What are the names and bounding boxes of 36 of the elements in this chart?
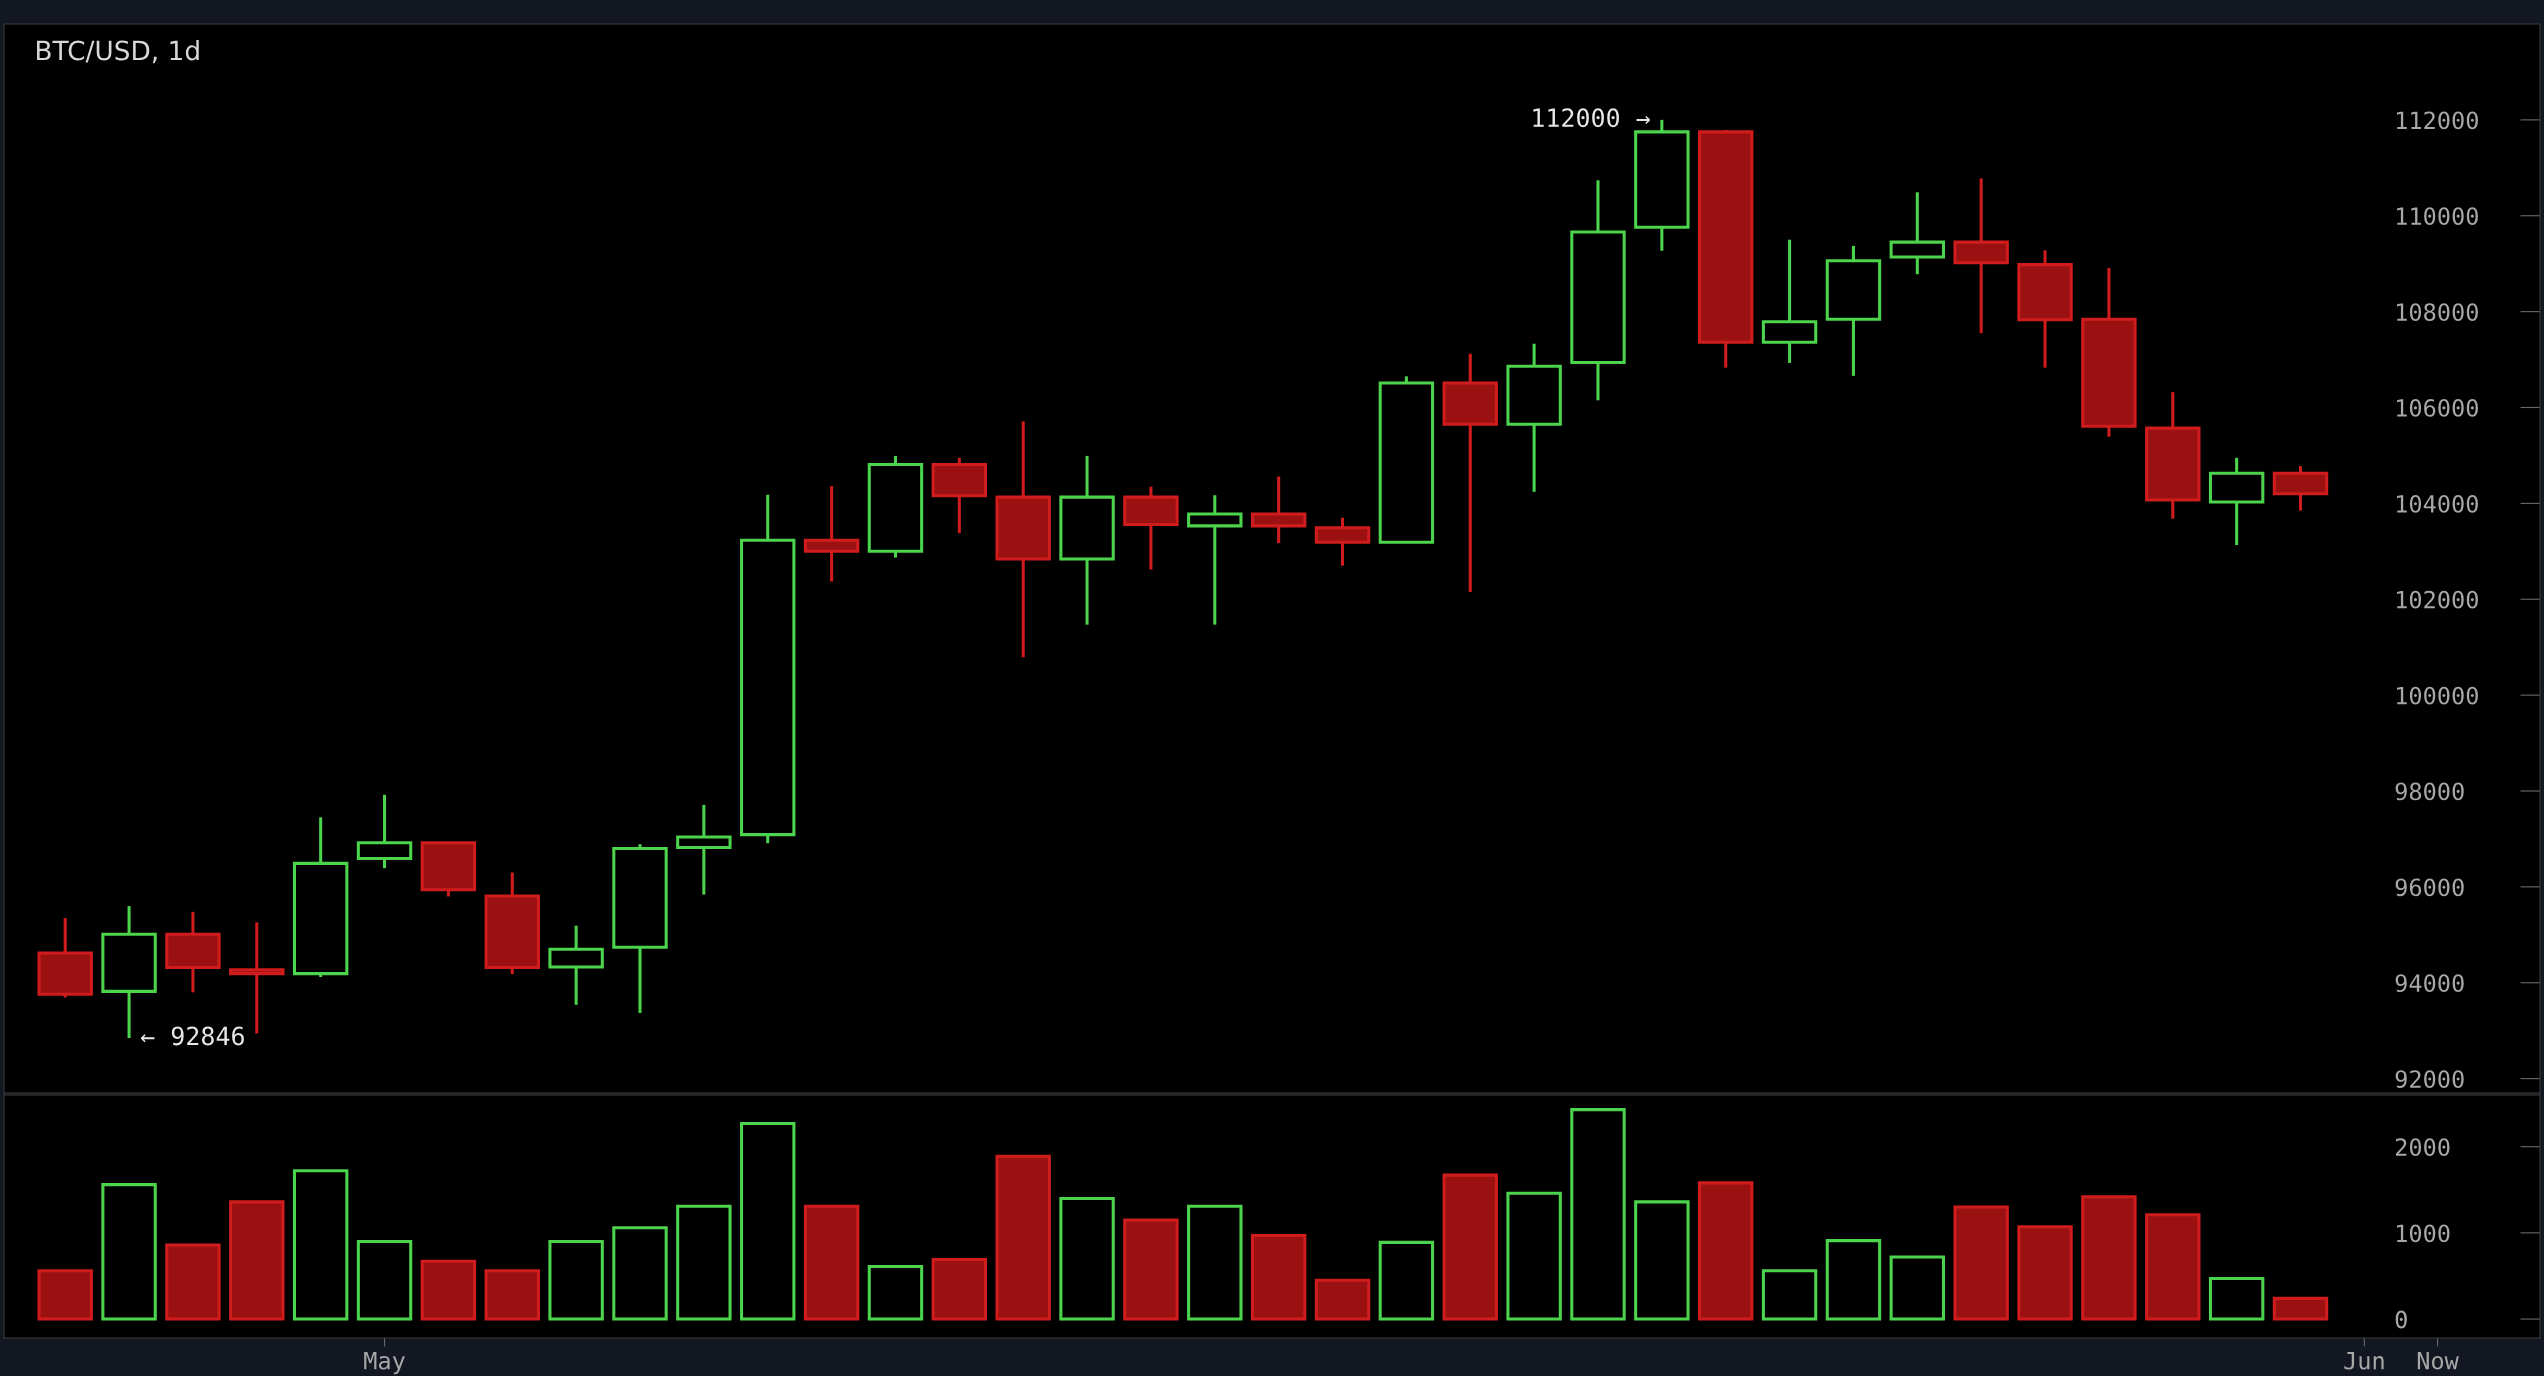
- y-tick-label: 112000: [2397, 111, 2478, 130]
- candlestick: [101, 906, 157, 1040]
- y-tick-label: 108000: [2397, 303, 2478, 321]
- y-tick-label: 104000: [2397, 494, 2478, 513]
- y-tick-label: 1000: [2397, 1224, 2450, 1243]
- y-tick-label: 106000: [2397, 399, 2478, 417]
- y-tick-label: 92000: [2395, 1070, 2464, 1088]
- candlestick: [1761, 239, 1818, 363]
- candlestick: [1570, 180, 1626, 401]
- candlestick: [1059, 454, 1115, 625]
- candlestick: [1506, 343, 1562, 492]
- x-tick-label: May: [364, 1352, 405, 1375]
- x-tick-label: Now: [2417, 1352, 2459, 1370]
- y-tick-label: 94000: [2395, 974, 2464, 993]
- y-tick-label: 110000: [2397, 207, 2478, 226]
- candlestick: [612, 844, 668, 1013]
- candlestick: [1953, 178, 2009, 335]
- y-tick-label: 0: [2395, 1310, 2407, 1329]
- candlestick: [803, 486, 860, 582]
- annotation: 112000 →: [1533, 108, 1650, 128]
- candlestick: [1187, 495, 1243, 625]
- candlestick: [995, 421, 1051, 658]
- candlestick: [1442, 352, 1498, 594]
- x-tick-label: Jun: [2344, 1352, 2384, 1370]
- candlestick: [676, 803, 732, 895]
- y-tick-label: 96000: [2395, 878, 2464, 897]
- y-tick-label: 102000: [2397, 590, 2478, 609]
- text: BTC/USD, 1d: [37, 40, 199, 64]
- annotation: ← 92846: [140, 1026, 244, 1046]
- y-tick-label: 100000: [2397, 686, 2478, 705]
- candlestick: [548, 925, 604, 1005]
- candlestick: [1250, 476, 1307, 545]
- y-tick-label: 2000: [2395, 1138, 2450, 1157]
- y-tick-label: 98000: [2395, 782, 2464, 801]
- candlestick: [2145, 392, 2201, 519]
- candlestick: [165, 910, 221, 993]
